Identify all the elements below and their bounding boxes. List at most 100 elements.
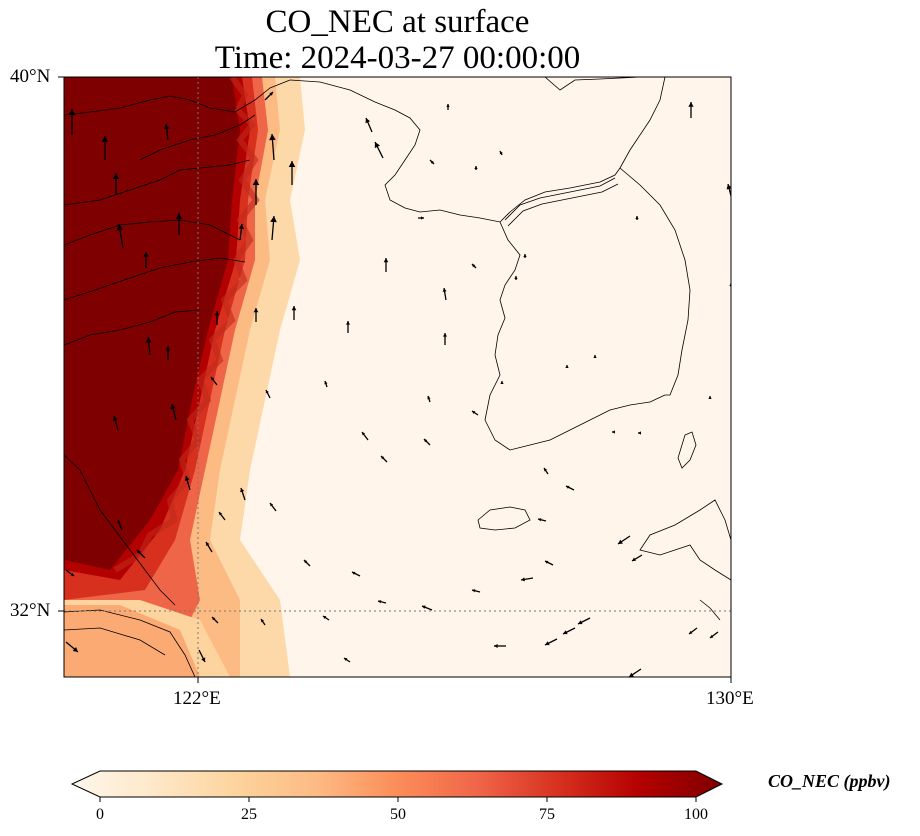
wind-vector-head (381, 456, 385, 460)
wind-vector-head (383, 258, 389, 263)
map-frame (63, 76, 732, 678)
wind-vector-head (238, 224, 245, 230)
colorbar-tick-100: 100 (684, 806, 708, 823)
wind-vector-head (291, 306, 297, 311)
wind-vector-head (346, 321, 350, 325)
wind-vectors (65, 91, 731, 677)
wind-vector-head (362, 432, 366, 436)
colorbar-tick-75: 75 (539, 806, 555, 823)
wind-vector-head (184, 476, 190, 481)
map-title-line2: Time: 2024-03-27 00:00:00 (214, 40, 581, 76)
wind-vector-head (117, 520, 121, 524)
wind-vector-head (566, 485, 570, 489)
wind-vector-head (638, 431, 641, 435)
wind-vector-head (214, 311, 220, 316)
wind-vector-head (270, 216, 277, 223)
wind-vector-head (374, 142, 381, 149)
wind-vector-head (422, 605, 426, 609)
wind-vector-head (688, 102, 694, 107)
wind-vector-head (499, 151, 503, 155)
wind-vector-head (430, 160, 434, 164)
wind-vector-head (116, 224, 124, 231)
wind-vector-head (212, 617, 216, 621)
wind-vector-head (206, 542, 210, 546)
lat-label-32n: 32°N (10, 600, 51, 621)
wind-vector-head (708, 396, 712, 399)
wind-vector-head (565, 365, 569, 368)
colorbar-label: CO_NEC (ppbv) (768, 771, 891, 791)
wind-vector-head (170, 404, 176, 410)
wind-vector-head (201, 657, 206, 662)
wind-vector-head (265, 390, 269, 394)
wind-vector-head (72, 647, 78, 652)
wind-vector-head (288, 161, 296, 167)
wind-vector-head (112, 173, 120, 179)
wind-vector-head (269, 92, 273, 96)
wind-vector-head (352, 571, 356, 575)
lat-label-40n: 40°N (10, 66, 51, 87)
wind-vector-head (365, 118, 371, 124)
wind-vector-head (165, 346, 171, 351)
lon-label-122e: 122°E (173, 688, 221, 709)
wind-vector-head (421, 216, 424, 220)
wind-vector-head (578, 620, 583, 625)
wind-vector-head (323, 616, 327, 620)
wind-vector-head (500, 381, 504, 384)
wind-vector-head (219, 512, 223, 516)
wind-vector-head (472, 589, 476, 593)
wind-vector-head (545, 560, 549, 564)
wind-vector-head (635, 216, 639, 219)
wind-vector-head (175, 213, 183, 219)
wind-vector-head (593, 355, 597, 358)
wind-vector-head (545, 641, 550, 646)
wind-vector-head (494, 644, 498, 648)
wind-vector-head (689, 630, 693, 634)
wind-vector-head (68, 109, 76, 115)
wind-vector-head (726, 184, 731, 190)
wind-vector-head (261, 619, 265, 623)
wind-vector-head (324, 381, 328, 385)
wind-vector-head (101, 136, 109, 142)
wind-vector-head (211, 377, 215, 381)
concentration-field (64, 77, 731, 677)
wind-vector-head (563, 630, 568, 635)
wind-vector-head (427, 396, 431, 400)
lon-label-130e: 130°E (706, 688, 754, 709)
wind-vector-head (424, 439, 428, 443)
wind-vector-head (514, 276, 518, 279)
wind-vector-head (538, 518, 542, 522)
wind-vector-head (112, 416, 118, 421)
colorbar-tick-50: 50 (390, 806, 406, 823)
colorbar-tick-0: 0 (96, 806, 104, 823)
wind-vector-head (269, 134, 276, 141)
wind-vector-head (544, 468, 548, 472)
wind-vector-head (252, 179, 260, 185)
wind-vector-head (253, 308, 259, 313)
wind-vector-head (270, 503, 274, 507)
wind-vector-head (344, 658, 348, 662)
map-title-line1: CO_NEC at surface (265, 4, 530, 40)
wind-vector-head (143, 252, 149, 257)
colorbar (70, 770, 724, 802)
wind-vector-head (446, 104, 450, 107)
wind-vector-head (137, 550, 141, 554)
wind-vector-head (70, 572, 74, 576)
wind-vector-head (629, 672, 634, 677)
wind-vector-head (443, 333, 447, 337)
wind-vector-head (304, 560, 308, 564)
wind-vector-head (618, 539, 623, 544)
wind-vector-head (612, 430, 615, 434)
colorbar-tick-25: 25 (241, 806, 257, 823)
wind-vector-head (710, 634, 714, 638)
wind-vector-head (240, 488, 245, 493)
wind-vector-head (472, 411, 476, 415)
wind-vector-head (442, 288, 447, 292)
wind-vector-head (378, 600, 382, 604)
wind-vector-head (632, 557, 636, 561)
wind-vector-head (474, 166, 478, 169)
wind-vector-head (521, 577, 525, 582)
wind-vector-head (523, 254, 527, 257)
coastlines (64, 77, 731, 677)
wind-vector-head (163, 124, 170, 130)
